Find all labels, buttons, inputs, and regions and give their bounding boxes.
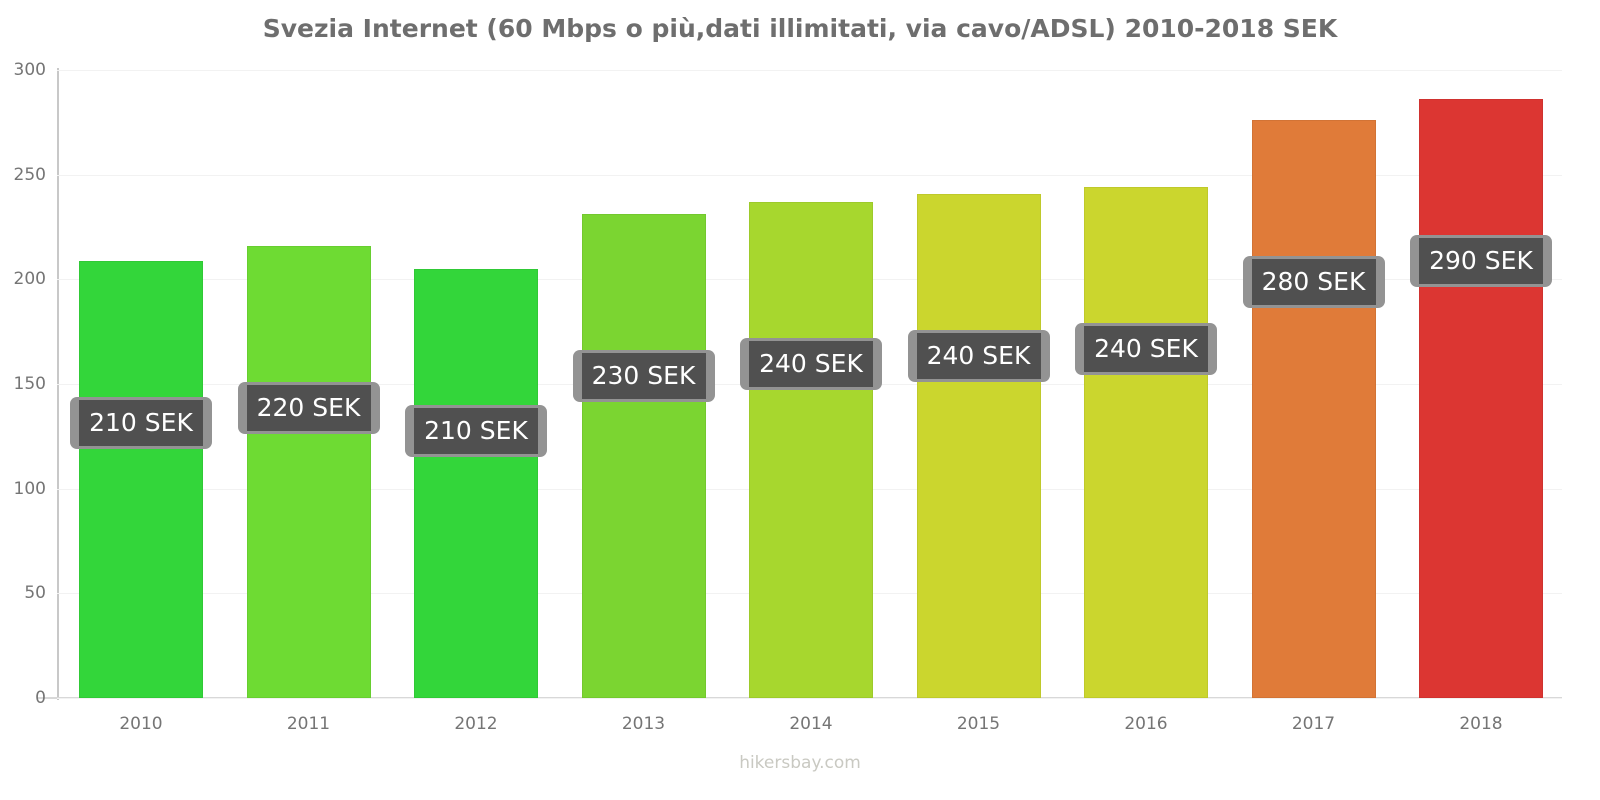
gridline xyxy=(57,174,1562,176)
x-axis-tick-label: 2015 xyxy=(956,714,1001,734)
bar[interactable]: 230 SEK xyxy=(572,214,715,698)
x-axis-tick-label: 2018 xyxy=(1459,714,1503,734)
bar[interactable]: 220 SEK xyxy=(237,245,380,698)
data-label-tint xyxy=(414,407,538,454)
y-axis-tick-label: 200 xyxy=(13,269,46,290)
bar[interactable]: 210 SEK xyxy=(405,268,547,698)
bar[interactable]: 240 SEK xyxy=(740,201,882,698)
data-label-tint xyxy=(79,399,203,446)
bar-rect xyxy=(749,201,873,698)
data-label-tint xyxy=(1251,259,1376,306)
data-label-plate xyxy=(740,337,882,390)
bar-value-label: 240 SEK xyxy=(926,340,1031,370)
data-label-plate xyxy=(237,381,380,434)
x-axis-tick-label: 2013 xyxy=(621,714,666,734)
data-label-plate xyxy=(1075,323,1217,376)
data-label-tint xyxy=(1419,238,1543,285)
bar-value-label: 210 SEK xyxy=(89,407,193,437)
gridline xyxy=(57,698,1562,699)
x-axis-tick-label: 2016 xyxy=(1124,714,1168,734)
y-axis-tick-label: 150 xyxy=(13,374,46,394)
data-label-tint xyxy=(916,332,1041,379)
bar-rect xyxy=(916,193,1041,698)
data-label-plate xyxy=(572,350,715,403)
bar-rect xyxy=(414,268,538,698)
data-label-tint xyxy=(749,340,873,387)
data-label-tint xyxy=(581,353,706,400)
plot-area: 210 SEK 220 SEK 210 SEK 230 SEK 240 SEK 240 S… xyxy=(57,70,1562,699)
y-axis-tick-label: 0 xyxy=(35,688,46,708)
data-label-plate xyxy=(1410,235,1552,288)
bar[interactable]: 280 SEK xyxy=(1242,120,1385,698)
y-axis-tick-label: 100 xyxy=(13,478,46,499)
x-axis-tick-label: 2012 xyxy=(454,714,498,734)
bar-value-label: 280 SEK xyxy=(1261,267,1366,297)
x-axis-tick-label: 2017 xyxy=(1291,714,1336,734)
bar-value-label: 210 SEK xyxy=(424,415,528,445)
bar-value-label: 220 SEK xyxy=(256,392,361,422)
data-label-tint xyxy=(1084,326,1208,373)
bar-rect xyxy=(79,260,203,698)
x-axis-tick-label: 2011 xyxy=(286,714,331,734)
bar-rect xyxy=(581,214,706,698)
bar-value-label: 290 SEK xyxy=(1429,246,1533,276)
y-axis-tick-label: 250 xyxy=(13,164,46,185)
x-axis-tick-label: 2014 xyxy=(789,714,833,734)
bar[interactable]: 240 SEK xyxy=(1075,187,1217,698)
bar-value-label: 230 SEK xyxy=(591,361,696,391)
bar-rect xyxy=(1084,187,1208,698)
x-axis-tick-label: 2010 xyxy=(119,714,163,734)
data-label-plate xyxy=(70,396,212,449)
bar-value-label: 240 SEK xyxy=(1094,334,1198,364)
data-label-plate xyxy=(907,329,1050,382)
data-label-tint xyxy=(246,384,371,431)
bar-value-label: 240 SEK xyxy=(759,348,863,378)
footer-credit: hikersbay.com xyxy=(739,753,861,773)
page-title: Svezia Internet (60 Mbps o più,dati illi… xyxy=(262,14,1338,43)
bar-rect xyxy=(246,245,371,698)
bar[interactable]: 210 SEK xyxy=(70,260,212,698)
bar-rect xyxy=(1251,120,1376,698)
y-axis-tick-label: 50 xyxy=(24,583,46,604)
bar[interactable]: 290 SEK xyxy=(1410,99,1552,698)
data-label-plate xyxy=(405,404,547,457)
y-axis-tick-label: 300 xyxy=(13,60,46,80)
bar[interactable]: 240 SEK xyxy=(907,193,1050,698)
bar-rect xyxy=(1419,99,1543,698)
gridline xyxy=(57,70,1562,71)
data-label-plate xyxy=(1242,256,1385,309)
